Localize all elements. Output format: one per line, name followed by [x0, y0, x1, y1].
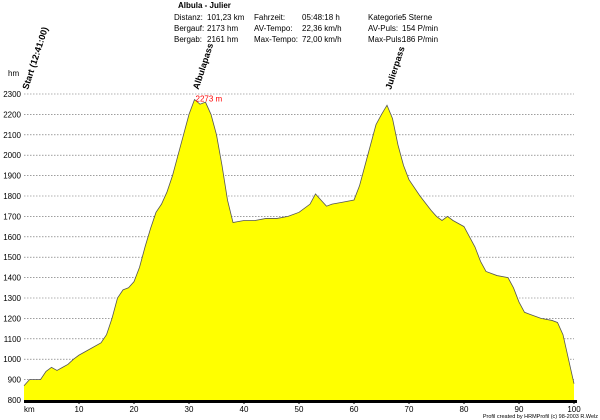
x-tick-label: 10	[75, 405, 84, 414]
stat-value: 186 P/min	[402, 35, 438, 44]
x-tick-label: 90	[515, 405, 524, 414]
x-tick-label: 20	[130, 405, 139, 414]
y-axis-label: hm	[8, 69, 19, 78]
y-tick-label: 1400	[3, 274, 21, 283]
stat-label: Max-Tempo:	[254, 35, 298, 44]
pass-label: Start (12:41:00)	[20, 26, 50, 91]
y-tick-label: 1000	[3, 355, 21, 364]
x-tick-label: 70	[405, 405, 414, 414]
y-tick-label: 2300	[3, 90, 21, 99]
y-tick-label: 2000	[3, 151, 21, 160]
x-tick-label: 100	[567, 405, 581, 414]
stat-value: 2161 hm	[207, 35, 238, 44]
stat-value: 154 P/min	[402, 24, 438, 33]
y-tick-label: 1200	[3, 314, 21, 323]
stat-value: 72,00 km/h	[302, 35, 342, 44]
profile-line	[23, 98, 575, 386]
y-tick-label: 1900	[3, 172, 21, 181]
y-tick-label: 2200	[3, 110, 21, 119]
x-axis-label: km	[24, 405, 35, 414]
stat-value: 05:48:18 h	[302, 13, 340, 22]
stat-value: 101,23 km	[207, 13, 245, 22]
stat-value: 2173 hm	[207, 24, 238, 33]
pass-label: Albulapass	[191, 42, 215, 91]
x-tick-label: 80	[460, 405, 469, 414]
stat-label: Bergauf:	[174, 24, 204, 33]
stat-label: Kategorie:	[368, 13, 404, 22]
y-tick-label: 1800	[3, 192, 21, 201]
stat-label: Bergab:	[174, 35, 202, 44]
pass-label: Julierpass	[383, 45, 406, 90]
stat-label: Fahrzeit:	[254, 13, 285, 22]
y-tick-label: 900	[8, 376, 22, 385]
x-tick-label: 40	[240, 405, 249, 414]
stat-value: 22,36 km/h	[302, 24, 342, 33]
y-tick-label: 2100	[3, 131, 21, 140]
stat-label: Max-Puls:	[368, 35, 404, 44]
y-tick-label: 800	[8, 396, 22, 405]
y-tick-label: 1600	[3, 233, 21, 242]
x-tick-label: 30	[185, 405, 194, 414]
stat-label: Distanz:	[174, 13, 203, 22]
stat-label: AV-Puls:	[368, 24, 398, 33]
y-tick-label: 1300	[3, 294, 21, 303]
x-tick-label: 60	[350, 405, 359, 414]
chart-title: Albula - Julier	[178, 1, 231, 10]
y-tick-label: 1700	[3, 212, 21, 221]
area	[24, 99, 574, 401]
y-tick-label: 1100	[4, 335, 22, 344]
annotation: 2273 m	[196, 95, 223, 104]
footer: Profil created by HRMProfil (c) 98-2003 …	[483, 414, 598, 420]
y-tick-label: 1500	[3, 253, 21, 262]
stat-label: AV-Tempo:	[254, 24, 293, 33]
x-tick-label: 50	[295, 405, 304, 414]
x-axis	[24, 400, 577, 403]
stat-value: 5 Sterne	[402, 13, 433, 22]
